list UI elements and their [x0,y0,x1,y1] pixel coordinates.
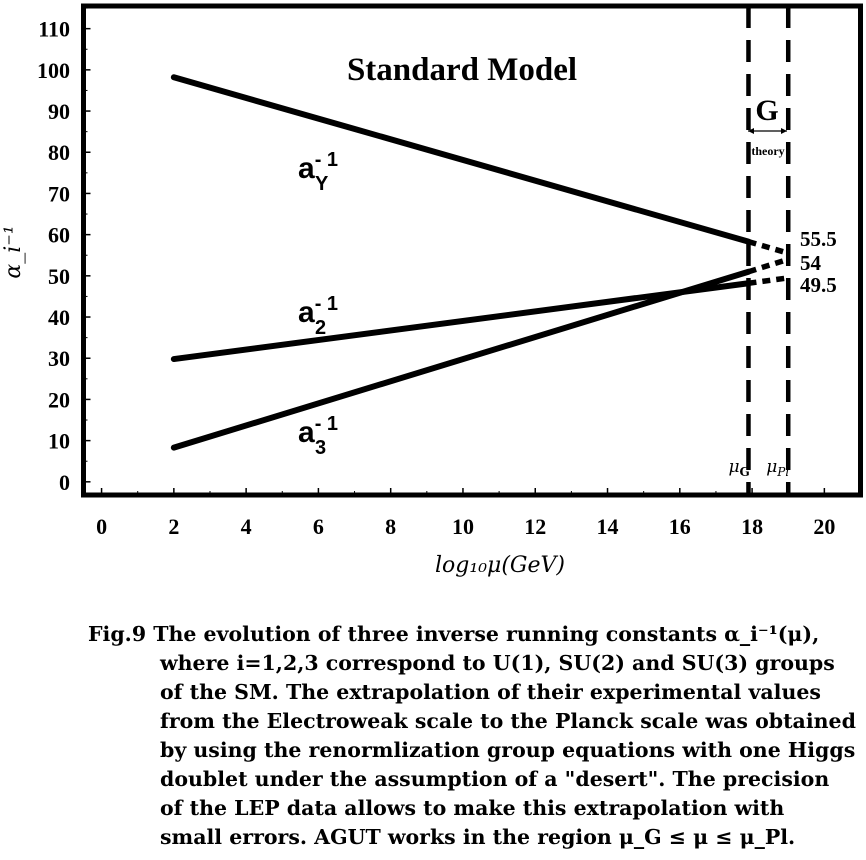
x-tick-label: 18 [741,514,763,539]
mu-g-label: μG [728,457,749,479]
y-tick-label: 20 [48,387,70,412]
x-tick-label: 2 [168,514,179,539]
x-tick-label: 6 [313,514,324,539]
series-line-3 [170,268,752,451]
caption-line: by using the renormlization group equati… [160,738,856,762]
g-theory-arrowhead-left [748,128,754,134]
g-theory-arrowhead-right [781,128,787,134]
caption-line: where i=1,2,3 correspond to U(1), SU(2) … [160,651,835,675]
series-extrapolation-2 [748,275,789,286]
end-value-label-3: 54 [800,251,822,275]
end-value-label-y: 55.5 [800,227,837,251]
y-tick-label: 110 [38,17,70,42]
series-sublabel-3: 3 [315,437,326,459]
x-tick-label: 0 [96,514,107,539]
x-tick-label: 10 [452,514,474,539]
plot-frame [81,3,863,498]
g-theory-label: G [755,94,778,127]
x-tick-label: 14 [597,514,619,539]
x-axis-title: log₁₀μ(GeV) [435,553,565,578]
y-tick-label: 90 [48,99,70,124]
series-line-2 [170,280,752,363]
y-tick-label: 40 [48,305,70,330]
x-tick-label: 4 [241,514,252,539]
y-tick-label: 60 [48,223,70,248]
y-tick-label: 80 [48,140,70,165]
y-tick-label: 50 [48,264,70,289]
series-sublabel-2: 2 [315,317,326,339]
y-tick-label: 0 [59,470,70,495]
x-tick-label: 8 [385,514,396,539]
series-line-y [170,74,752,245]
caption-line: Fig.9 The evolution of three inverse run… [88,622,820,646]
g-theory-sublabel: theory [751,144,784,158]
series-extrapolation-y [747,239,789,256]
x-tick-label: 16 [669,514,691,539]
y-tick-label: 10 [48,429,70,454]
x-tick-label: 20 [813,514,835,539]
y-tick-label: 70 [48,181,70,206]
y-tick-label: 30 [48,346,70,371]
figure-caption: Fig.9 The evolution of three inverse run… [88,620,858,852]
caption-line: of the LEP data allows to make this extr… [160,796,785,820]
series-label-3: a- 1 [298,413,338,449]
y-tick-label: 100 [37,58,70,83]
series-label-y: a- 1 [298,149,338,185]
g-theory-annotation: G theory [748,94,787,158]
y-axis-title: α_i⁻¹ [1,225,26,278]
end-value-label-2: 49.5 [800,273,837,297]
caption-line: small errors. AGUT works in the region μ… [160,825,796,849]
caption-line: of the SM. The extrapolation of their ex… [160,680,821,704]
mu-pl-label: μPl [766,457,789,479]
lines-layer [170,6,791,495]
chart-title: Standard Model [347,52,577,88]
series-label-2: a- 1 [298,293,338,329]
ticks-layer: 0 2 4 6 8 10 12 14 16 18 20 0 10 20 30 40 50 60 70 80 90 100 1… [37,7,835,539]
caption-line: doublet under the assumption of a "deser… [160,767,830,791]
series-extrapolation-3 [747,256,790,275]
series-sublabel-y: Y [315,173,329,195]
x-tick-label: 12 [524,514,546,539]
chart: 0 2 4 6 8 10 12 14 16 18 20 0 10 20 30 40 50 60 70 80 90 100 1… [1,3,863,578]
caption-line: from the Electroweak scale to the Planck… [160,709,856,733]
